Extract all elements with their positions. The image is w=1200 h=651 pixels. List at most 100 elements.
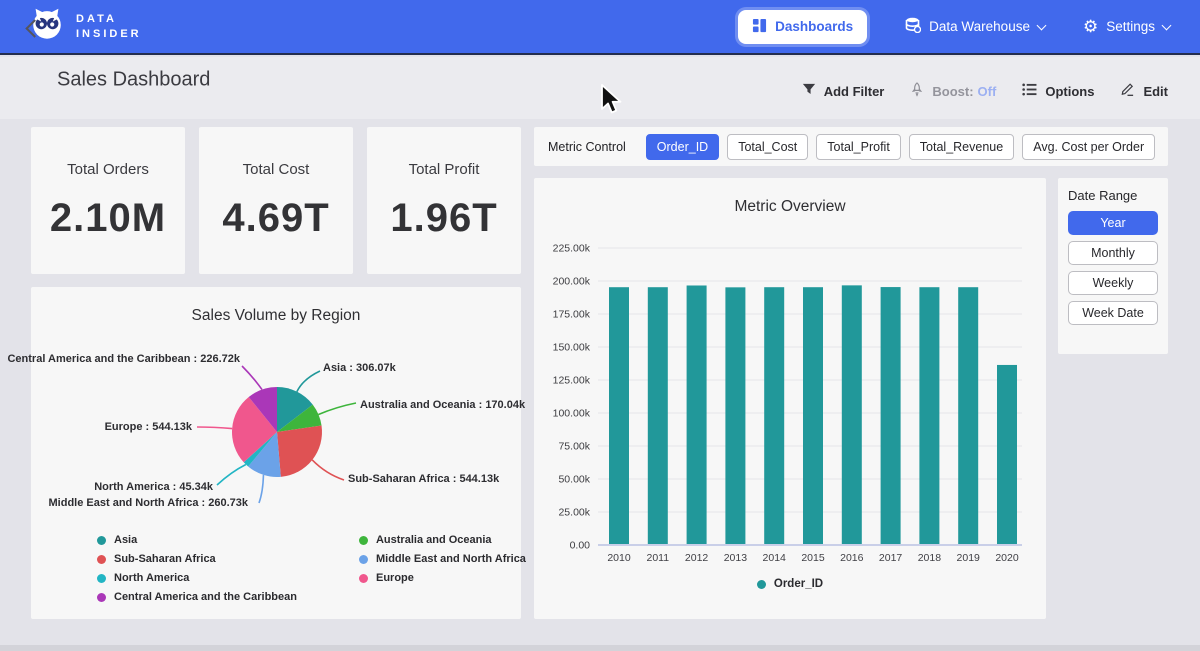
metric-chip-total-profit[interactable]: Total_Profit: [816, 133, 901, 160]
pie-label-central-america: Central America and the Caribbean : 226.…: [7, 353, 240, 365]
svg-text:125.00k: 125.00k: [553, 375, 591, 387]
date-range-card: Date Range Year Monthly Weekly Week Date: [1058, 178, 1168, 354]
legend-label: North America: [114, 572, 190, 584]
legend-dot: [97, 554, 106, 564]
dashboards-grid-icon: [752, 18, 767, 36]
metric-chip-total-cost[interactable]: Total_Cost: [727, 133, 809, 160]
options-button[interactable]: Options: [1022, 83, 1094, 99]
date-range-label: Date Range: [1068, 188, 1138, 203]
kpi-card-total-profit: Total Profit 1.96T: [367, 127, 521, 274]
legend-dot: [97, 573, 106, 583]
svg-text:2015: 2015: [801, 552, 825, 564]
svg-text:2012: 2012: [685, 552, 709, 564]
legend-dot: [358, 573, 368, 583]
pie-chart-title: Sales Volume by Region: [191, 307, 361, 324]
metric-chip-order-id[interactable]: Order_ID: [645, 133, 720, 160]
nav-settings-label: Settings: [1106, 19, 1155, 34]
filter-icon: [802, 83, 816, 100]
svg-text:175.00k: 175.00k: [553, 309, 591, 321]
brand[interactable]: DATA INSIDER: [28, 5, 142, 48]
svg-text:2020: 2020: [995, 552, 1019, 564]
legend-item-central-america[interactable]: Central America and the Caribbean: [97, 591, 297, 603]
kpi-value: 4.69T: [222, 195, 330, 240]
legend-item-north-america[interactable]: North America: [97, 572, 297, 584]
svg-text:100.00k: 100.00k: [553, 408, 591, 420]
add-filter-button[interactable]: Add Filter: [802, 83, 885, 100]
nav-data-warehouse[interactable]: Data Warehouse: [905, 17, 1047, 36]
bar-chart-title: Metric Overview: [734, 198, 846, 215]
date-range-year-button[interactable]: Year: [1068, 211, 1158, 235]
chevron-down-icon: [1036, 20, 1047, 30]
kpi-value: 2.10M: [49, 195, 167, 240]
rocket-icon: [910, 82, 924, 100]
bar-chart-plot[interactable]: 0.00 25.00k 50.00k 75.00k 100.00k 125.00k 150.…: [534, 228, 1046, 573]
pie-label-australia: Australia and Oceania : 170.04k: [360, 399, 526, 411]
date-range-weekly-button[interactable]: Weekly: [1068, 271, 1158, 295]
legend-dot: [756, 579, 766, 589]
kpi-card-total-orders: Total Orders 2.10M: [31, 127, 185, 274]
kpi-value: 1.96T: [390, 195, 498, 240]
legend-item-asia[interactable]: Asia: [97, 534, 297, 546]
svg-text:2010: 2010: [607, 552, 631, 564]
kpi-label: Total Orders: [67, 160, 149, 178]
list-icon: [1022, 83, 1037, 99]
nav-data-warehouse-label: Data Warehouse: [929, 19, 1030, 34]
legend-item-australia-oceania[interactable]: Australia and Oceania: [358, 534, 526, 546]
brand-line2: INSIDER: [76, 27, 142, 40]
pie-chart-plot[interactable]: [31, 287, 521, 527]
sales-volume-pie-card: Sales Volume by Region Central America a…: [7, 287, 526, 619]
kpi-card-total-cost: Total Cost 4.69T: [199, 127, 353, 274]
svg-text:2016: 2016: [840, 552, 864, 564]
edit-button[interactable]: Edit: [1120, 82, 1168, 100]
pie-label-middle-east: Middle East and North Africa : 260.73k: [48, 497, 248, 509]
date-range-monthly-button[interactable]: Monthly: [1068, 241, 1158, 265]
pie-label-europe: Europe : 544.13k: [104, 421, 192, 433]
metric-chip-total-revenue[interactable]: Total_Revenue: [908, 133, 1015, 160]
chevron-down-icon: [1161, 20, 1172, 30]
svg-text:0.00: 0.00: [570, 540, 591, 552]
owl-logo-icon: [28, 5, 66, 48]
page-title: Sales Dashboard: [57, 68, 211, 91]
legend-label: Australia and Oceania: [375, 534, 492, 546]
svg-text:2017: 2017: [879, 552, 903, 564]
legend-label: Middle East and North Africa: [375, 553, 526, 565]
legend-dot: [358, 535, 368, 545]
legend-dot: [97, 592, 106, 602]
metric-control-bar: Metric Control Order_ID Total_Cost Total…: [534, 127, 1168, 166]
legend-label: Asia: [114, 534, 138, 546]
bottom-edge: [0, 645, 1200, 651]
kpi-label: Total Profit: [408, 160, 480, 178]
legend-item-middle-east[interactable]: Middle East and North Africa: [358, 553, 526, 565]
svg-text:150.00k: 150.00k: [553, 342, 591, 354]
svg-text:2019: 2019: [957, 552, 981, 564]
pie-chart-legend: Asia Sub-Saharan Africa North America Ce…: [97, 534, 526, 603]
pie-label-north-america: North America : 45.34k: [94, 481, 213, 493]
legend-item-europe[interactable]: Europe: [358, 572, 526, 584]
date-range-week-date-button[interactable]: Week Date: [1068, 301, 1158, 325]
legend-dot: [97, 535, 106, 545]
svg-text:200.00k: 200.00k: [553, 276, 591, 288]
add-filter-label: Add Filter: [823, 83, 885, 99]
metric-overview-chart-card: Metric Overview 0.00 25.00k 50.00k 75.00k 10…: [534, 178, 1046, 619]
boost-toggle[interactable]: Boost: Off: [910, 82, 996, 100]
boost-label: Boost:: [932, 83, 974, 99]
svg-text:2014: 2014: [763, 552, 787, 564]
svg-text:2013: 2013: [724, 552, 748, 564]
metric-chip-avg-cost-per-order[interactable]: Avg. Cost per Order: [1022, 133, 1156, 160]
options-label: Options: [1045, 83, 1095, 99]
bar-chart-legend[interactable]: Order_ID: [534, 578, 1046, 590]
svg-text:225.00k: 225.00k: [553, 243, 591, 255]
nav-dashboards-label: Dashboards: [775, 19, 854, 34]
gear-icon: ⚙︎: [1082, 17, 1099, 36]
top-nav: DATA INSIDER Dashboards: [0, 0, 1200, 55]
legend-item-sub-saharan-africa[interactable]: Sub-Saharan Africa: [97, 553, 297, 565]
svg-text:25.00k: 25.00k: [558, 507, 590, 519]
svg-text:2011: 2011: [647, 552, 670, 564]
pencil-icon: [1120, 82, 1135, 100]
legend-dot: [358, 554, 368, 564]
nav-dashboards-button[interactable]: Dashboards: [738, 9, 868, 44]
legend-label: Europe: [375, 572, 414, 584]
svg-text:2018: 2018: [918, 552, 942, 564]
nav-settings[interactable]: ⚙︎ Settings: [1082, 17, 1172, 36]
svg-text:50.00k: 50.00k: [558, 474, 590, 486]
